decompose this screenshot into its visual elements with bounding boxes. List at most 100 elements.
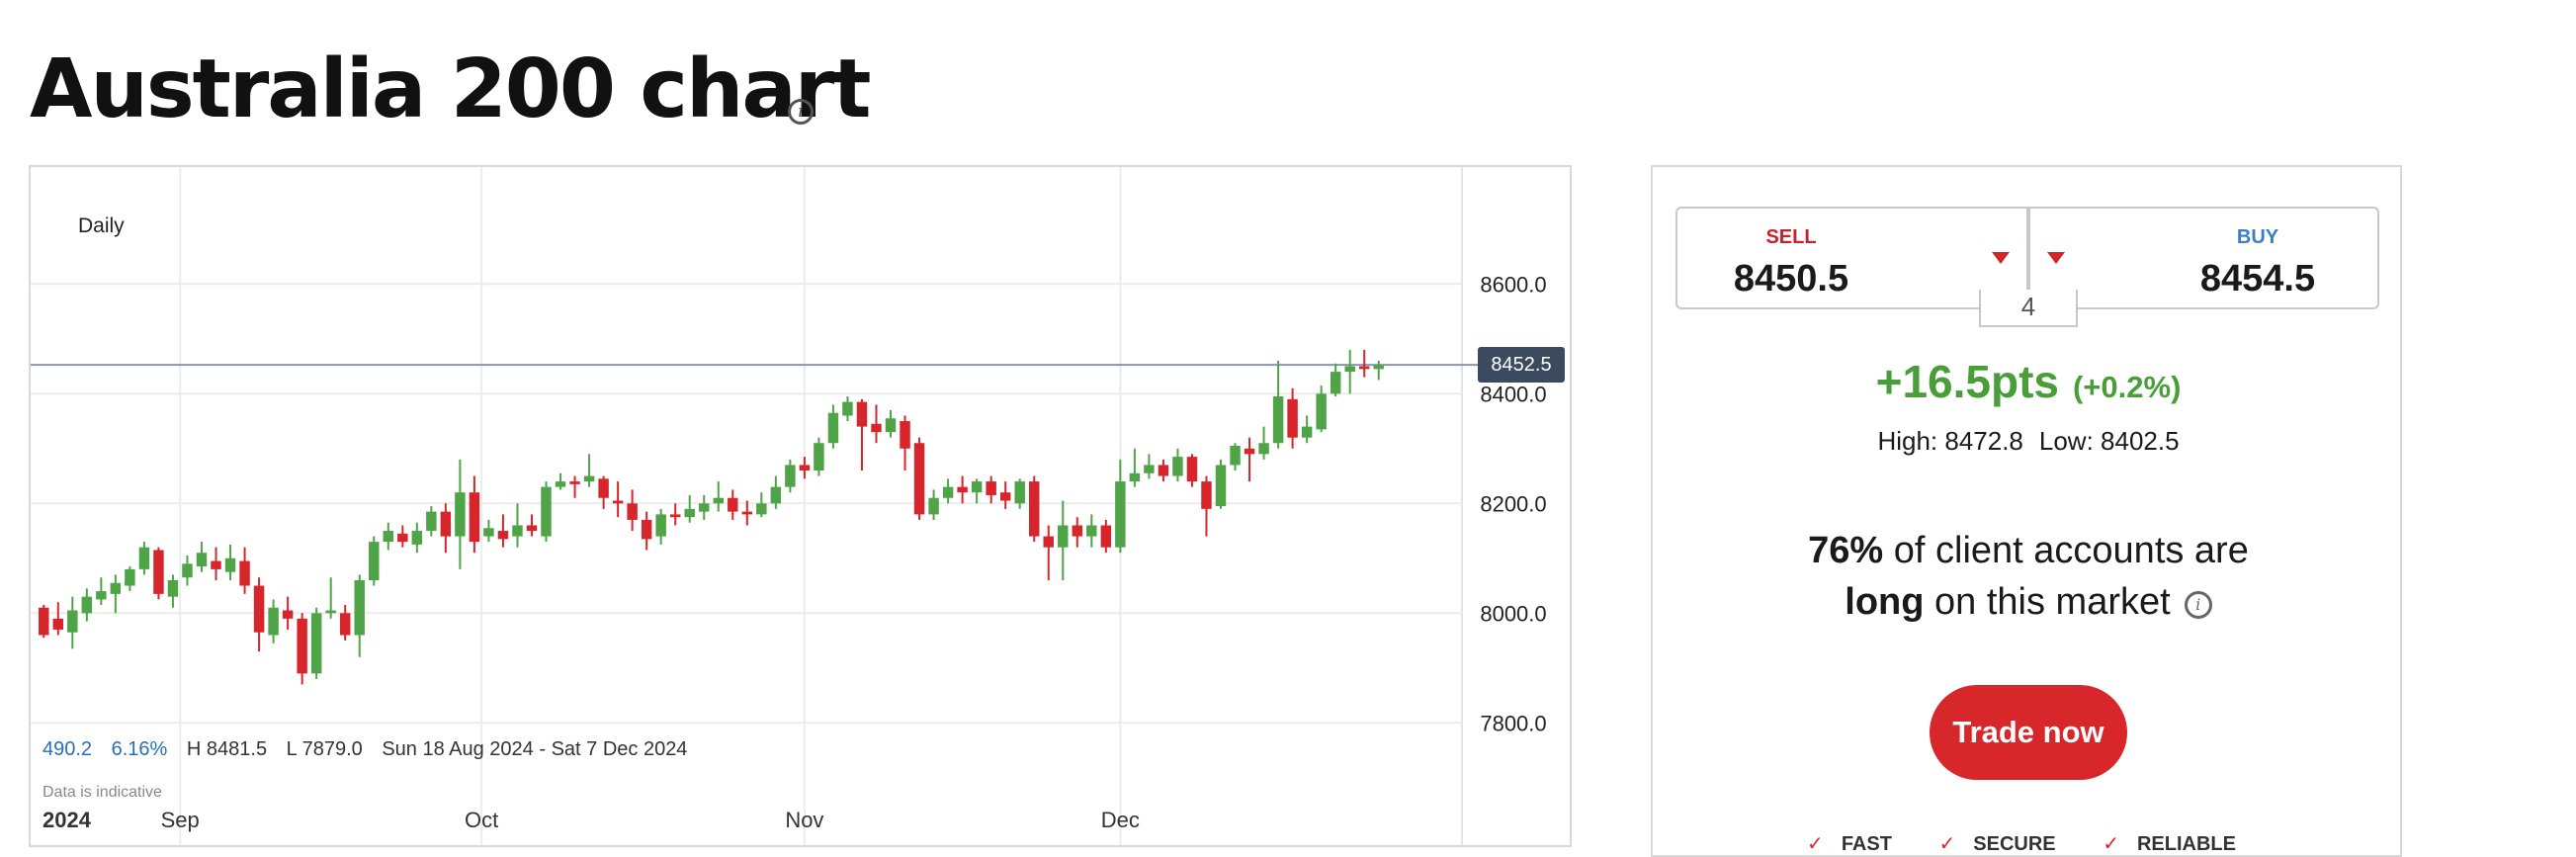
candle bbox=[1258, 426, 1269, 460]
candle-body bbox=[986, 481, 996, 495]
candle bbox=[957, 475, 968, 504]
info-icon[interactable]: i bbox=[788, 99, 814, 125]
x-tick-label: Nov bbox=[785, 808, 823, 832]
y-tick-label: 8000.0 bbox=[1480, 601, 1546, 626]
change-percent: (+0.2%) bbox=[2072, 370, 2182, 404]
sentiment-direction: long bbox=[1845, 581, 1925, 623]
day-low: Low: 8402.5 bbox=[2038, 426, 2180, 456]
candle bbox=[999, 481, 1011, 509]
buy-button[interactable]: BUY 8454.5 bbox=[2031, 209, 2377, 307]
candle bbox=[913, 437, 925, 520]
candle bbox=[1344, 349, 1355, 394]
candle bbox=[383, 522, 393, 551]
stat-change-value: 490.2 bbox=[43, 738, 93, 760]
candle bbox=[1029, 475, 1040, 543]
candle bbox=[770, 475, 782, 509]
price-chart[interactable]: 8600.0 8400.0 8200.0 8000.0 7800.0 2024 Sep Oct… bbox=[29, 165, 1572, 847]
candle-body bbox=[1172, 457, 1183, 476]
candle-body bbox=[383, 531, 393, 543]
candle bbox=[1301, 415, 1313, 444]
candle bbox=[397, 525, 408, 548]
candle bbox=[814, 437, 824, 476]
candle-body bbox=[598, 478, 609, 498]
candle-body bbox=[842, 401, 853, 416]
sell-button[interactable]: SELL 8450.5 bbox=[1677, 209, 2023, 307]
candle bbox=[369, 536, 380, 586]
candle bbox=[239, 547, 250, 594]
chart-stats: 490.2 6.16% H 8481.5 L 7879.0 Sun 18 Aug… bbox=[43, 738, 701, 761]
candle-body bbox=[999, 492, 1011, 501]
badge-secure: ✓ SECURE bbox=[1939, 833, 2070, 855]
candle-body bbox=[1058, 525, 1069, 548]
candle bbox=[1330, 363, 1341, 397]
interval-label[interactable]: Daily bbox=[78, 214, 125, 237]
candle bbox=[1215, 459, 1227, 509]
chart-canvas[interactable]: 8600.0 8400.0 8200.0 8000.0 7800.0 2024 Sep Oct… bbox=[31, 167, 1570, 845]
candle-body bbox=[814, 443, 824, 471]
candle-body bbox=[268, 607, 279, 636]
stat-change-pct: 6.16% bbox=[111, 738, 168, 760]
candle bbox=[986, 475, 996, 504]
candle bbox=[339, 604, 351, 642]
candle-body bbox=[67, 610, 78, 633]
trade-now-button[interactable]: Trade now bbox=[1930, 685, 2127, 780]
candle bbox=[81, 588, 93, 622]
candle bbox=[39, 604, 49, 639]
candle-body bbox=[354, 579, 365, 636]
candle bbox=[1172, 448, 1183, 482]
candle bbox=[211, 547, 221, 580]
candle bbox=[541, 481, 552, 543]
candle bbox=[411, 522, 423, 554]
candle-body bbox=[770, 486, 782, 504]
candle-body bbox=[1086, 525, 1097, 537]
buy-price: 8454.5 bbox=[2199, 258, 2316, 300]
candle-body bbox=[684, 508, 695, 518]
candle bbox=[655, 508, 666, 545]
chevron-down-icon[interactable] bbox=[1992, 252, 2010, 264]
sentiment-text: of client accounts are bbox=[1883, 530, 2249, 571]
candle-body bbox=[856, 401, 868, 427]
candle bbox=[268, 599, 279, 643]
candle bbox=[497, 514, 509, 548]
candle bbox=[1316, 385, 1327, 433]
stat-range: Sun 18 Aug 2024 - Sat 7 Dec 2024 bbox=[382, 738, 688, 760]
candle bbox=[942, 478, 954, 504]
candle-body bbox=[612, 500, 624, 504]
badge-secure-label: SECURE bbox=[1973, 833, 2056, 855]
info-icon[interactable]: i bbox=[2184, 591, 2212, 619]
candle-body bbox=[512, 525, 523, 537]
x-tick-label: 2024 bbox=[43, 808, 92, 832]
candle bbox=[67, 596, 78, 649]
chevron-down-icon[interactable] bbox=[2047, 252, 2065, 264]
candle bbox=[684, 494, 695, 523]
candle-body bbox=[52, 618, 64, 630]
candle-body bbox=[310, 613, 322, 674]
candle-body bbox=[741, 511, 753, 515]
candle-body bbox=[110, 582, 122, 594]
candle bbox=[1201, 475, 1212, 537]
candle-body bbox=[1344, 366, 1355, 373]
badge-reliable: ✓ RELIABLE bbox=[2103, 833, 2250, 855]
candle bbox=[598, 475, 609, 509]
x-tick-label: Sep bbox=[161, 808, 200, 832]
stat-low: L 7879.0 bbox=[286, 738, 363, 760]
trust-badges: ✓ FAST ✓ SECURE ✓ RELIABLE bbox=[1653, 831, 2404, 856]
candle bbox=[627, 489, 638, 532]
candle-body bbox=[713, 497, 724, 504]
candle-body bbox=[253, 585, 265, 633]
candle bbox=[1100, 519, 1112, 554]
candle bbox=[1158, 459, 1169, 482]
candle bbox=[182, 556, 193, 586]
sentiment-tail: on this market bbox=[1924, 581, 2171, 623]
candle bbox=[641, 511, 652, 551]
candle bbox=[52, 602, 64, 636]
candle bbox=[1072, 517, 1083, 548]
candle bbox=[512, 503, 523, 548]
candle-body bbox=[1244, 448, 1255, 455]
candle bbox=[297, 613, 307, 685]
candle-body bbox=[1014, 481, 1025, 504]
candle-body bbox=[138, 547, 150, 569]
candle-body bbox=[39, 607, 49, 636]
candle bbox=[1115, 459, 1126, 554]
buy-label: BUY bbox=[2236, 226, 2279, 248]
